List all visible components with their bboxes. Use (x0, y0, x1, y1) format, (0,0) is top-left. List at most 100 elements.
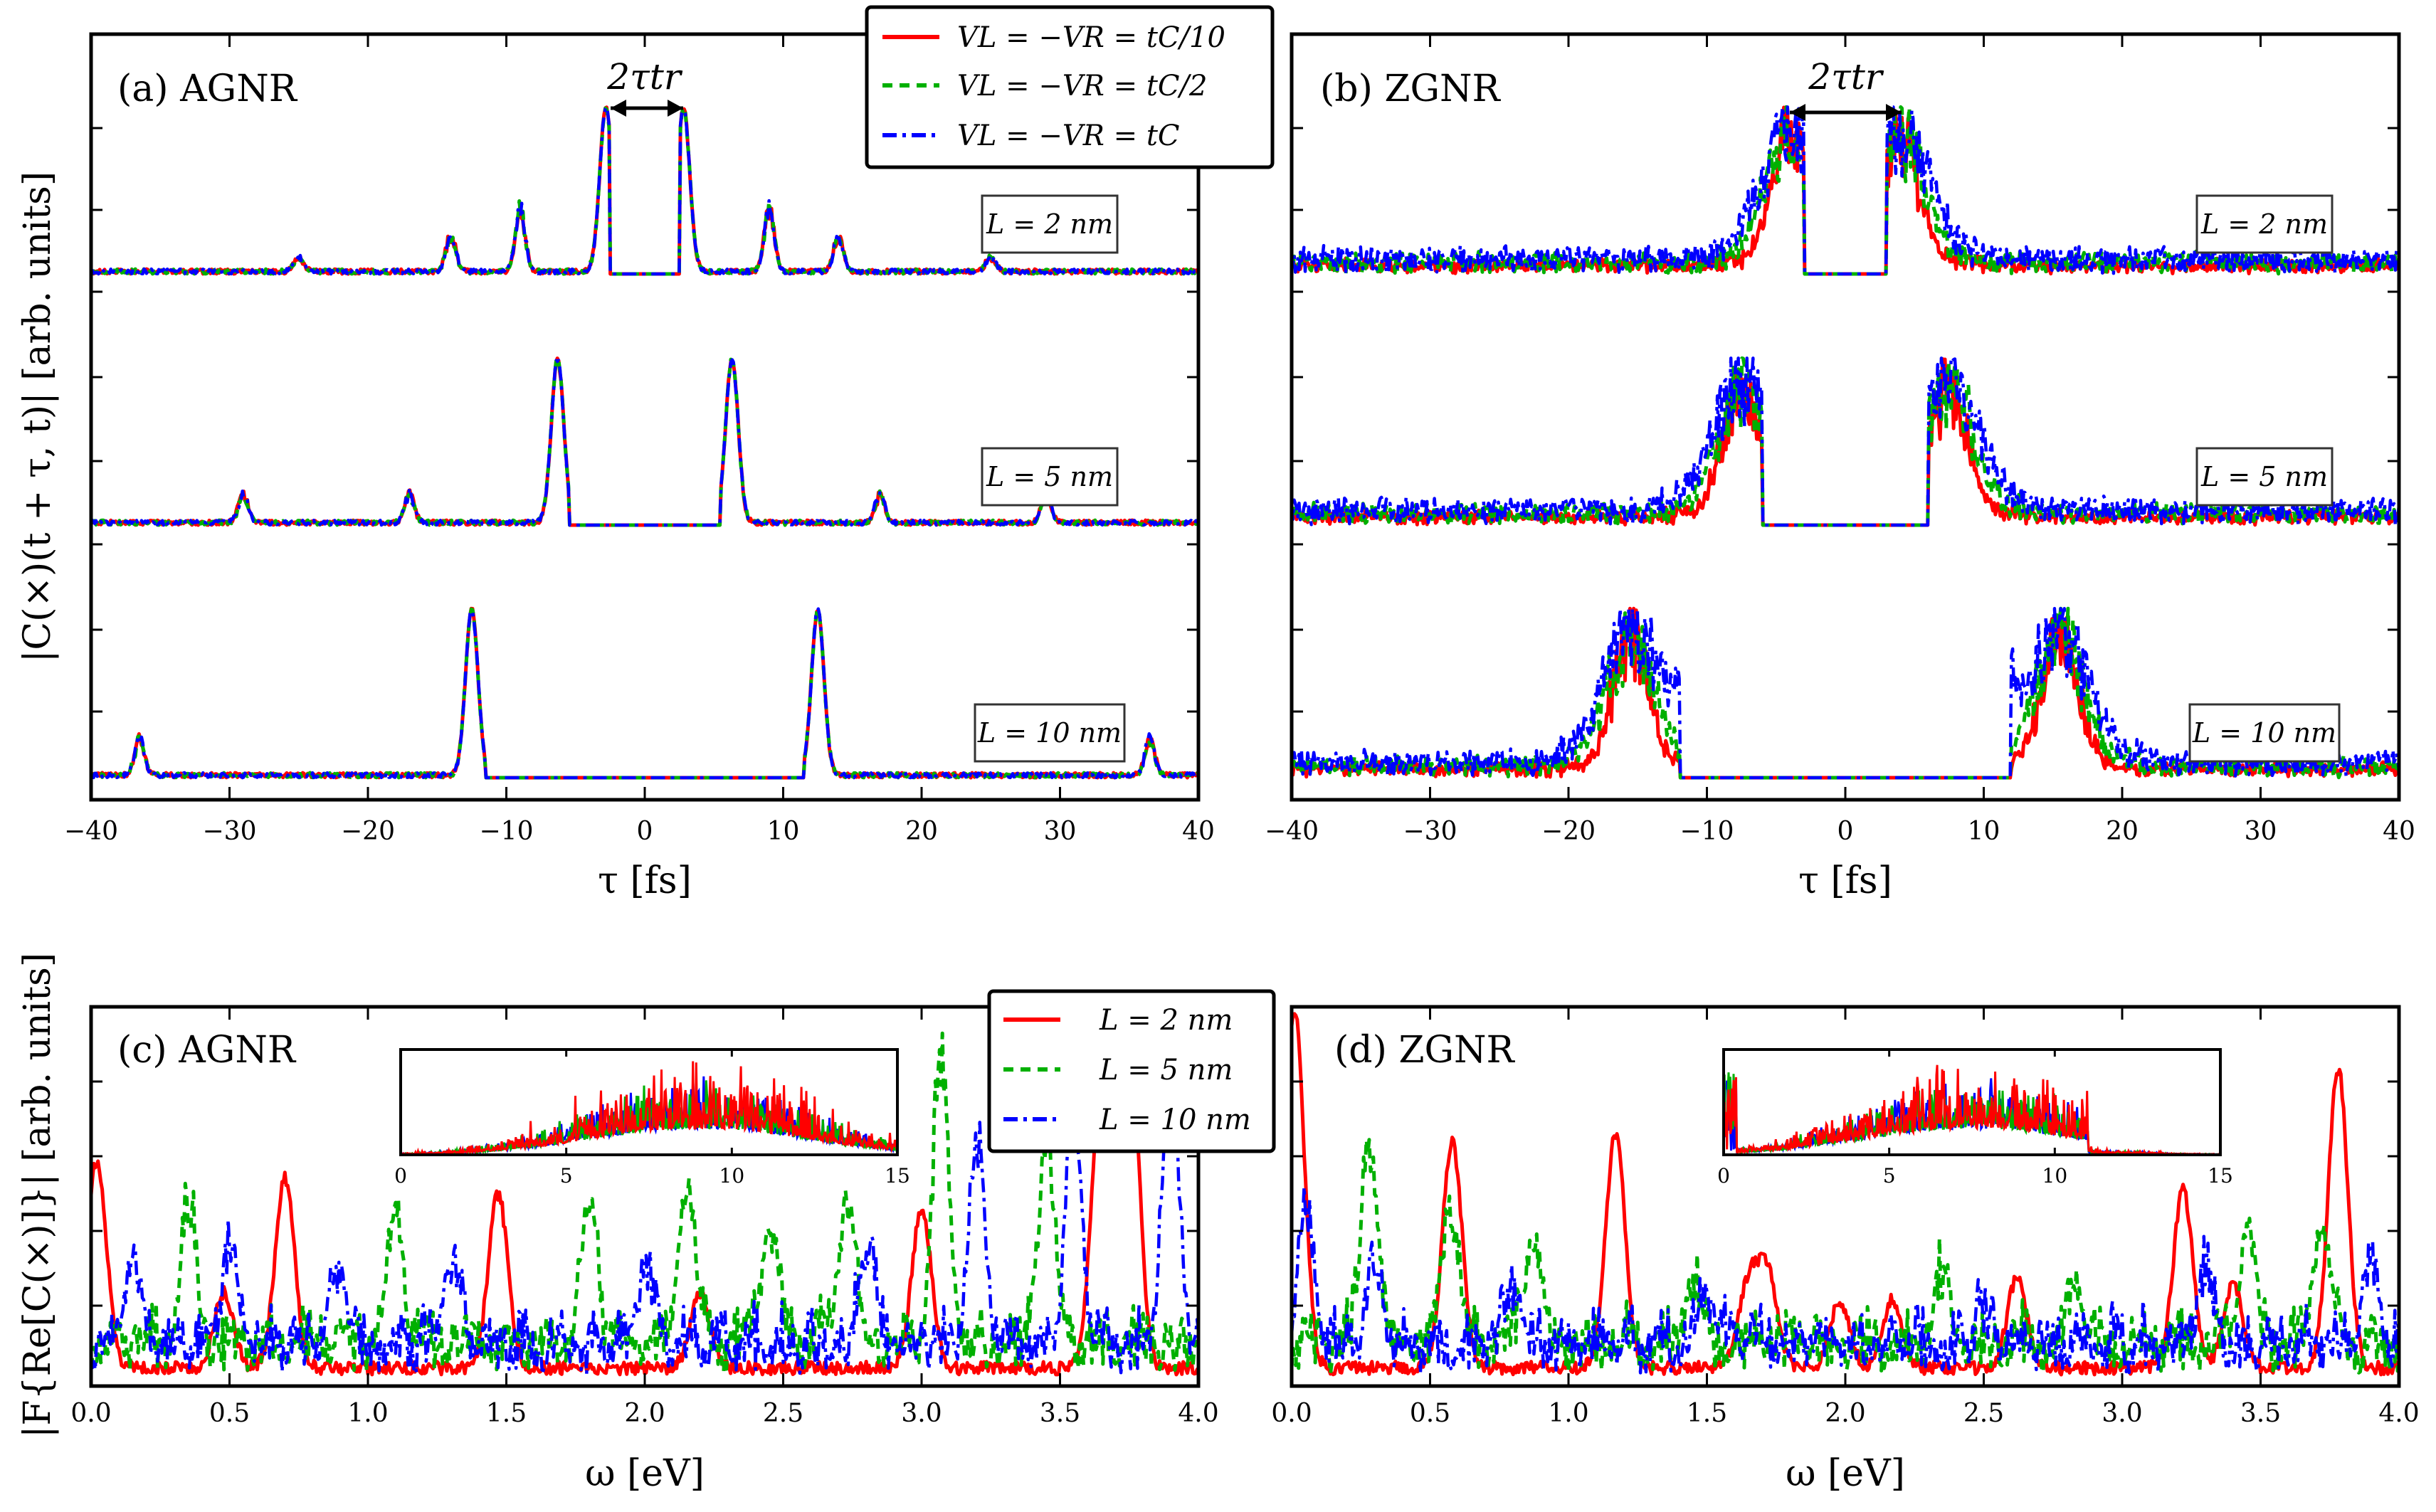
panel-d-blue-line (1292, 1185, 2399, 1375)
panel-c-xtick-label: 3.0 (901, 1399, 942, 1428)
legend-bottom: L = 2 nm L = 5 nm L = 10 nm (987, 989, 1276, 1153)
panel-d-xtick-label: 0.0 (1271, 1399, 1312, 1428)
panel-c-xtick-label: 4.0 (1178, 1399, 1218, 1428)
panel-b-trace-3-blue-line (1292, 607, 2399, 780)
panel-b-xtick-label: −10 (1680, 817, 1734, 846)
panel-d-inset-ticks: 0 5 10 15 (1717, 1050, 2233, 1188)
panel-a-trace-2-blue-line (91, 358, 1198, 527)
panel-b-length-label-2: L = 5 nm (2200, 461, 2328, 492)
panel-b-length-box-3 (2188, 703, 2341, 763)
panel-b-xtick-label: 40 (2383, 817, 2415, 846)
panel-c-xtick-label: 15 (885, 1164, 910, 1188)
panel-a-length-box-2 (981, 447, 1119, 507)
panel-a-xtick-label: −40 (64, 817, 118, 846)
panel-a-xtick-label: −20 (341, 817, 395, 846)
panel-a-annotation-text: 2τtr (606, 56, 683, 97)
panel-d-xtick-label: 1.5 (1687, 1399, 1727, 1428)
panel-d-xtick-label: 0 (1717, 1164, 1730, 1188)
panel-a-length-box-3 (974, 703, 1126, 763)
panel-d: 0.0 0.5 1.0 1.5 2.0 2.5 3.0 3.5 4.0 (d) ZGNR ω [… (1271, 1005, 2420, 1495)
panel-a-xtick-label: 20 (905, 817, 938, 846)
panel-c-xtick-label: 1.0 (347, 1399, 388, 1428)
panel-c-ticks: 0.0 0.5 1.0 1.5 2.0 2.5 3.0 3.5 4.0 (70, 1007, 1219, 1428)
panel-b-length-boxes: L = 2 nm L = 5 nm L = 10 nm (2188, 194, 2341, 763)
legend-bottom-entry-3: L = 10 nm (1099, 1104, 1251, 1136)
panel-d-xtick-label: 5 (1883, 1164, 1896, 1188)
panel-b-annotation-text: 2τtr (1808, 56, 1884, 97)
panel-b-xtick-label: −20 (1541, 817, 1596, 846)
panel-b-length-label-3: L = 10 nm (2192, 717, 2336, 749)
panel-c-blue-line (91, 1056, 1198, 1376)
legend-top-entry-1: VL = −VR = tC/10 (957, 21, 1225, 54)
panel-c: 0.0 0.5 1.0 1.5 2.0 2.5 3.0 3.5 4.0 (c) AGNR ω [… (16, 953, 1219, 1495)
panel-a-length-box-1 (981, 194, 1119, 254)
panel-c-inset: 0 5 10 15 (394, 1048, 910, 1188)
panel-b-xtick-label: 30 (2245, 817, 2277, 846)
panel-a-length-label-2: L = 5 nm (986, 461, 1113, 492)
panel-d-xtick-label: 15 (2208, 1164, 2233, 1188)
panel-b-trace-1-green-line (1292, 105, 2399, 276)
panel-a-trace-1-blue-line (91, 105, 1198, 276)
panel-a-xlabel: τ [fs] (598, 860, 692, 902)
panel-b-length-box-1 (2195, 194, 2334, 254)
panel-d-xlabel: ω [eV] (1786, 1452, 1905, 1495)
panel-c-xtick-label: 0.5 (209, 1399, 250, 1428)
panel-c-inset-frame (399, 1048, 899, 1156)
panel-d-xtick-label: 1.0 (1548, 1399, 1588, 1428)
panel-b-xtick-label: 10 (1968, 817, 2000, 846)
panel-a-xtick-label: 10 (767, 817, 800, 846)
panel-b-frame (1290, 32, 2401, 802)
panel-c-green-line (91, 1031, 1198, 1374)
panel-a: −40 −30 −20 −10 0 10 20 30 40 (a) AGNR τ [fs] |C… (16, 32, 1215, 902)
panel-c-xtick-label: 10 (719, 1164, 745, 1188)
panel-a-annotation: 2τtr (606, 56, 683, 117)
panel-b-xtick-label: 0 (1837, 817, 1854, 846)
panel-d-xtick-label: 2.0 (1825, 1399, 1865, 1428)
panel-c-xtick-label: 0.0 (70, 1399, 111, 1428)
panel-c-xlabel: ω [eV] (585, 1452, 705, 1495)
panel-c-label: (c) AGNR (117, 1029, 297, 1072)
legend-top-entry-3: VL = −VR = tC (957, 120, 1180, 152)
panel-c-inset-ticks: 0 5 10 15 (394, 1050, 910, 1188)
panel-a-length-label-1: L = 2 nm (986, 208, 1113, 240)
panel-a-trace-1-green-line (91, 105, 1198, 276)
panel-b-annotation: 2τtr (1790, 56, 1902, 121)
panel-c-xtick-label: 3.5 (1040, 1399, 1080, 1428)
panel-b-xtick-label: 20 (2106, 817, 2139, 846)
panel-a-xtick-label: 30 (1044, 817, 1077, 846)
panel-b-ticks: −40 −30 −20 −10 0 10 20 30 40 (1265, 34, 2415, 846)
panel-b-trace-2-blue-line (1292, 356, 2399, 527)
panel-d-ticks: 0.0 0.5 1.0 1.5 2.0 2.5 3.0 3.5 4.0 (1271, 1007, 2420, 1428)
panel-b-xlabel: τ [fs] (1798, 860, 1892, 902)
panel-c-inset-red-line (401, 1061, 897, 1155)
panel-b: −40 −30 −20 −10 0 10 20 30 40 (b) ZGNR τ [fs] 2τ… (1265, 32, 2415, 902)
panel-d-series (1292, 1012, 2399, 1377)
panel-d-inset-green-line (1724, 1072, 2220, 1155)
panel-a-xtick-label: −30 (203, 817, 257, 846)
panel-a-xtick-label: −10 (480, 817, 534, 846)
panel-d-inset: 0 5 10 15 (1717, 1048, 2233, 1188)
panel-a-length-label-3: L = 10 nm (977, 717, 1122, 749)
legend-bottom-frame (987, 989, 1276, 1153)
panel-a-length-boxes: L = 2 nm L = 5 nm L = 10 nm (974, 194, 1126, 763)
panel-d-xtick-label: 4.0 (2378, 1399, 2419, 1428)
panel-d-xtick-label: 0.5 (1410, 1399, 1450, 1428)
legend-top: VL = −VR = tC/10 VL = −VR = tC/2 VL = −V… (865, 5, 1275, 169)
panel-c-xtick-label: 0 (394, 1164, 407, 1188)
panel-d-label: (d) ZGNR (1334, 1029, 1516, 1072)
panel-d-xtick-label: 3.0 (2102, 1399, 2142, 1428)
panel-a-xtick-label: 40 (1182, 817, 1215, 846)
panel-b-length-box-2 (2195, 447, 2334, 507)
legend-bottom-entry-2: L = 5 nm (1099, 1054, 1233, 1087)
panel-b-length-label-1: L = 2 nm (2200, 208, 2328, 240)
panel-d-xtick-label: 3.5 (2240, 1399, 2281, 1428)
panel-b-label: (b) ZGNR (1320, 68, 1502, 110)
panel-d-xtick-label: 10 (2042, 1164, 2068, 1188)
panel-c-xtick-label: 5 (560, 1164, 573, 1188)
panel-a-ticks: −40 −30 −20 −10 0 10 20 30 40 (64, 34, 1215, 846)
panel-d-xtick-label: 2.5 (1963, 1399, 2004, 1428)
panel-b-xtick-label: −40 (1265, 817, 1319, 846)
panel-c-xtick-label: 2.5 (763, 1399, 803, 1428)
panel-b-xtick-label: −30 (1403, 817, 1457, 846)
